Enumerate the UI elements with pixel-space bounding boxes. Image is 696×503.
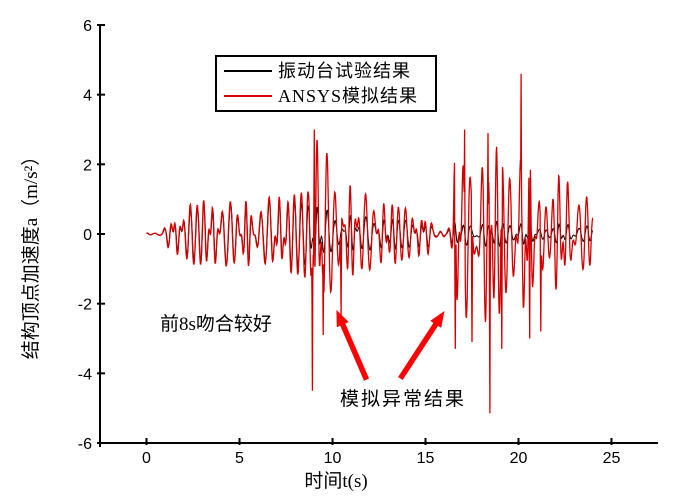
x-axis-title: 时间t(s)	[304, 471, 368, 492]
y-tick-label: 4	[83, 88, 92, 105]
legend-line-swatch-test	[224, 69, 272, 72]
legend-entry-test: 振动台试验结果	[224, 59, 435, 83]
x-tick-label: 10	[324, 450, 342, 467]
y-tick-label: -2	[78, 297, 92, 314]
y-tick-label: 6	[83, 18, 92, 35]
legend-line-swatch-ansys	[224, 95, 272, 98]
series-ansys-simulation	[146, 73, 594, 414]
annotation-arrow-shaft	[398, 319, 441, 381]
x-tick-label: 5	[235, 450, 244, 467]
x-tick-label: 15	[417, 450, 435, 467]
x-tick-label: 25	[603, 450, 621, 467]
legend-entry-ansys: ANSYS模拟结果	[224, 84, 435, 108]
x-tick-label: 20	[510, 450, 528, 467]
y-tick-label: -6	[78, 436, 92, 453]
annotation-arrow-head	[430, 310, 445, 328]
annotation-arrow-shaft	[338, 319, 370, 381]
x-tick-label: 0	[142, 450, 151, 467]
annotation-good-match: 前8s吻合较好	[160, 314, 272, 335]
y-tick-label: 0	[83, 227, 92, 244]
y-tick-label: -4	[78, 366, 92, 383]
y-tick-label: 2	[83, 157, 92, 174]
annotation-abnormal-results: 模拟异常结果	[340, 389, 467, 410]
legend-box: 振动台试验结果 ANSYS模拟结果	[215, 55, 437, 112]
annotation-arrow-head	[336, 309, 349, 328]
legend-label-test: 振动台试验结果	[278, 60, 411, 81]
y-axis-title: 结构顶点加速度a（m/s²）	[21, 146, 42, 360]
legend-label-ansys: ANSYS模拟结果	[278, 86, 419, 107]
